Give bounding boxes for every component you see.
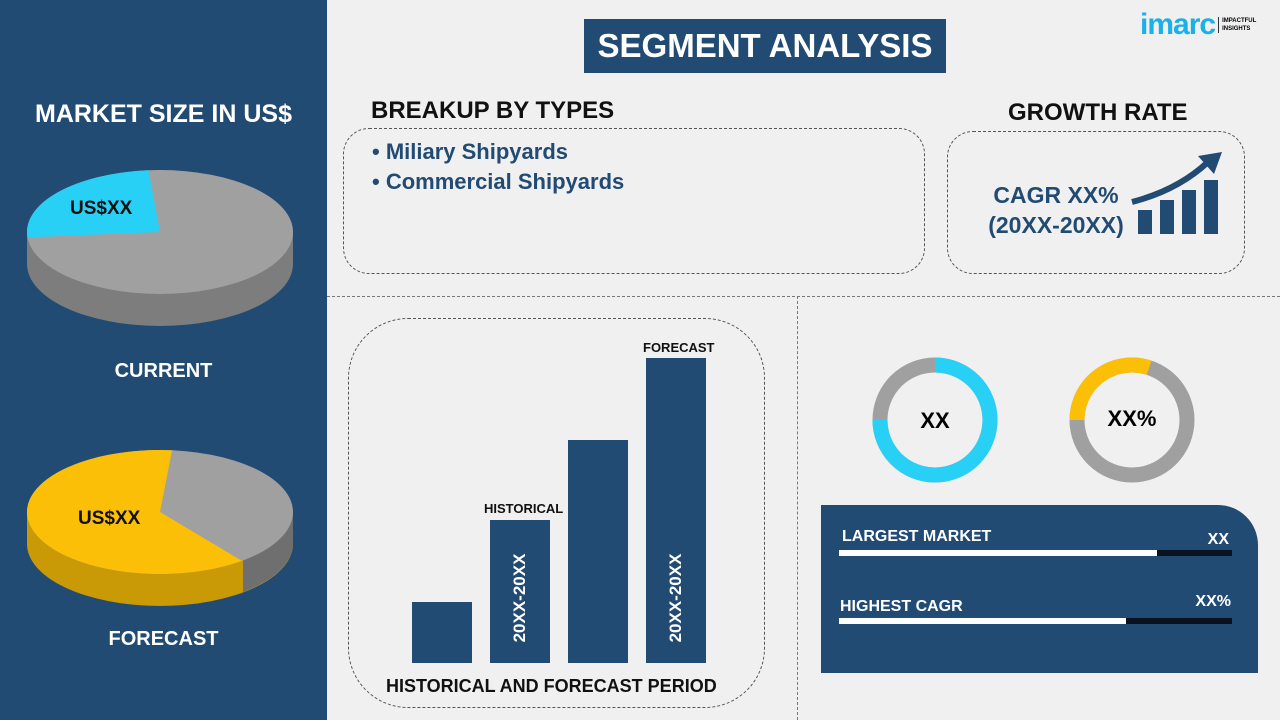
forecast-label: FORECAST bbox=[108, 628, 219, 650]
donut-2-label: XX% bbox=[1107, 406, 1157, 431]
list-item: • Commercial Shipyards bbox=[372, 169, 625, 194]
kpi-panel: LARGEST MARKET XX HIGHEST CAGR XX% bbox=[821, 505, 1258, 673]
donut-1-label: XX bbox=[920, 408, 950, 433]
page-title: SEGMENT ANALYSIS bbox=[584, 19, 946, 73]
forecast-pie-chart bbox=[27, 450, 293, 606]
cagr-period: (20XX-20XX) bbox=[988, 212, 1124, 238]
forecast-value: US$XX bbox=[78, 508, 141, 529]
divider bbox=[327, 296, 1280, 297]
period-bar bbox=[568, 440, 628, 663]
cagr-text: CAGR XX% bbox=[993, 182, 1119, 208]
donut-fill bbox=[872, 357, 998, 483]
kpi-progress-bar bbox=[839, 550, 1232, 556]
current-value: US$XX bbox=[70, 198, 133, 219]
pie-slice-highlight bbox=[27, 170, 161, 238]
period-bar bbox=[646, 358, 706, 663]
current-label: CURRENT bbox=[114, 360, 213, 382]
growth-box: CAGR XX% (20XX-20XX) bbox=[947, 131, 1245, 274]
growth-chart-icon bbox=[1131, 152, 1222, 234]
list-item: • Miliary Shipyards bbox=[372, 139, 569, 164]
pie-slice-highlight bbox=[27, 450, 242, 574]
bar-period-label: 20XX-20XX bbox=[666, 553, 685, 643]
kpi-value: XX% bbox=[1195, 593, 1231, 610]
current-pie-chart bbox=[27, 170, 293, 326]
growth-heading: GROWTH RATE bbox=[1008, 99, 1188, 126]
market-size-panel: MARKET SIZE IN US$ US$XX CURRENT US$XX F… bbox=[0, 0, 327, 720]
period-title: HISTORICAL AND FORECAST PERIOD bbox=[386, 676, 717, 696]
breakup-box: • Miliary Shipyards • Commercial Shipyar… bbox=[343, 128, 925, 274]
breakup-heading: BREAKUP BY TYPES bbox=[371, 97, 615, 124]
period-bar bbox=[490, 519, 550, 663]
imarc-logo: imarc IMPACTFUL INSIGHTS bbox=[1140, 8, 1257, 41]
bar-period-label: 20XX-20XX bbox=[510, 553, 529, 643]
divider bbox=[797, 296, 798, 720]
kpi-label: LARGEST MARKET bbox=[842, 528, 992, 545]
historical-label: HISTORICAL bbox=[484, 501, 564, 516]
period-bar bbox=[412, 602, 472, 663]
period-chart-box bbox=[348, 318, 765, 708]
forecast-bar-label: FORECAST bbox=[643, 340, 715, 355]
kpi-label: HIGHEST CAGR bbox=[840, 598, 963, 615]
donut-fill bbox=[1069, 357, 1195, 483]
kpi-value: XX bbox=[1207, 531, 1229, 548]
market-size-heading: MARKET SIZE IN US$ bbox=[35, 100, 292, 128]
donut-charts bbox=[872, 357, 1195, 483]
kpi-progress-bar bbox=[839, 618, 1232, 624]
